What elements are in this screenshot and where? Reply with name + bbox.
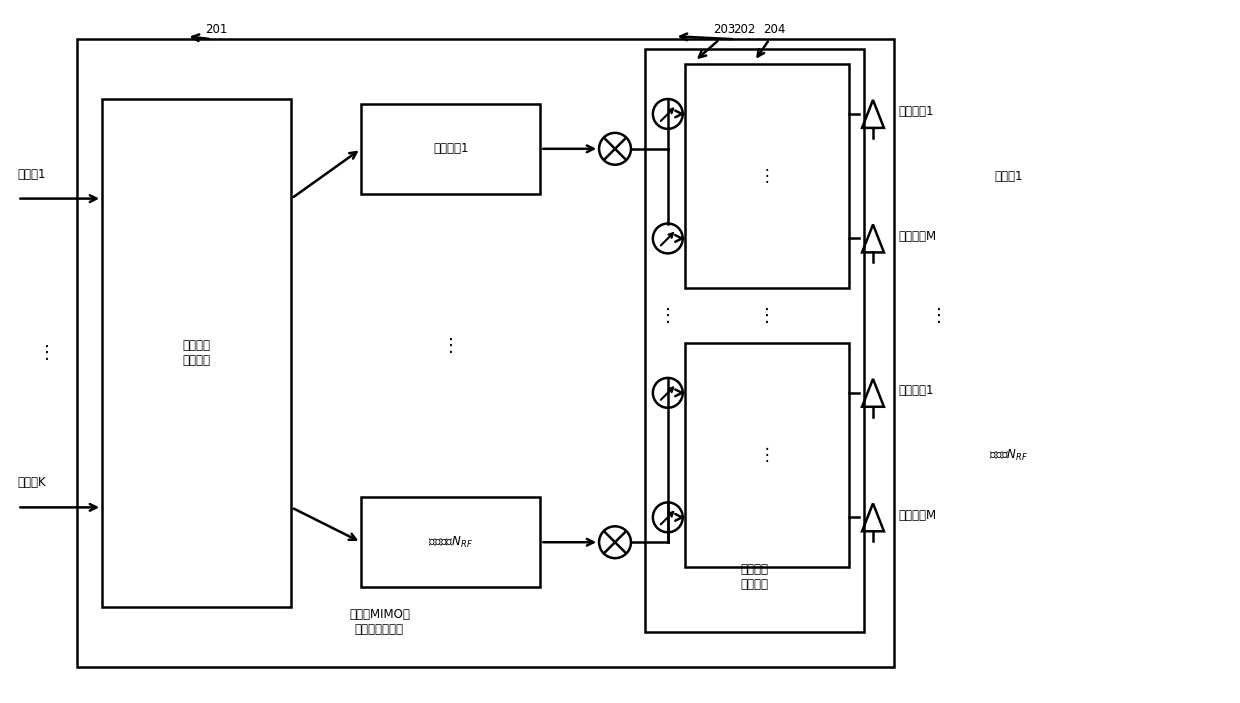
Bar [77,39,894,666]
Text: 数据流1: 数据流1 [17,168,46,181]
Text: 202: 202 [733,22,755,36]
Text: 子阵列1: 子阵列1 [994,169,1023,183]
Text: ⋮: ⋮ [658,307,677,325]
Text: 射频链路1: 射频链路1 [433,142,469,155]
Text: ⋮: ⋮ [441,337,460,354]
Text: 数据流K: 数据流K [17,477,46,489]
Bar [102,99,291,607]
Bar [684,64,849,288]
Text: ⋮: ⋮ [930,307,947,325]
Text: ⋮: ⋮ [759,167,775,185]
Text: 发射天线1: 发射天线1 [899,385,935,397]
Text: 子阵列$N_{RF}$: 子阵列$N_{RF}$ [988,448,1028,463]
Text: 模拟射频
预编码器: 模拟射频 预编码器 [740,563,769,591]
Text: 203: 203 [713,22,735,36]
Text: 204: 204 [763,22,786,36]
Text: 发射天线M: 发射天线M [899,509,937,522]
Text: 201: 201 [206,22,228,36]
Bar [361,498,541,587]
Text: 数字基带
预编码器: 数字基带 预编码器 [182,339,211,367]
Bar [361,104,541,193]
Text: ⋮: ⋮ [759,446,775,464]
Text: 大规模MIMO模
数混合预编码器: 大规模MIMO模 数混合预编码器 [348,608,409,636]
Text: 发射天线M: 发射天线M [899,230,937,243]
Text: 射频链路$N_{RF}$: 射频链路$N_{RF}$ [428,535,474,550]
Bar [684,343,849,567]
Bar [645,49,864,632]
Text: ⋮: ⋮ [758,307,776,325]
Text: 发射天线1: 发射天线1 [899,105,935,118]
Text: ⋮: ⋮ [38,344,56,362]
